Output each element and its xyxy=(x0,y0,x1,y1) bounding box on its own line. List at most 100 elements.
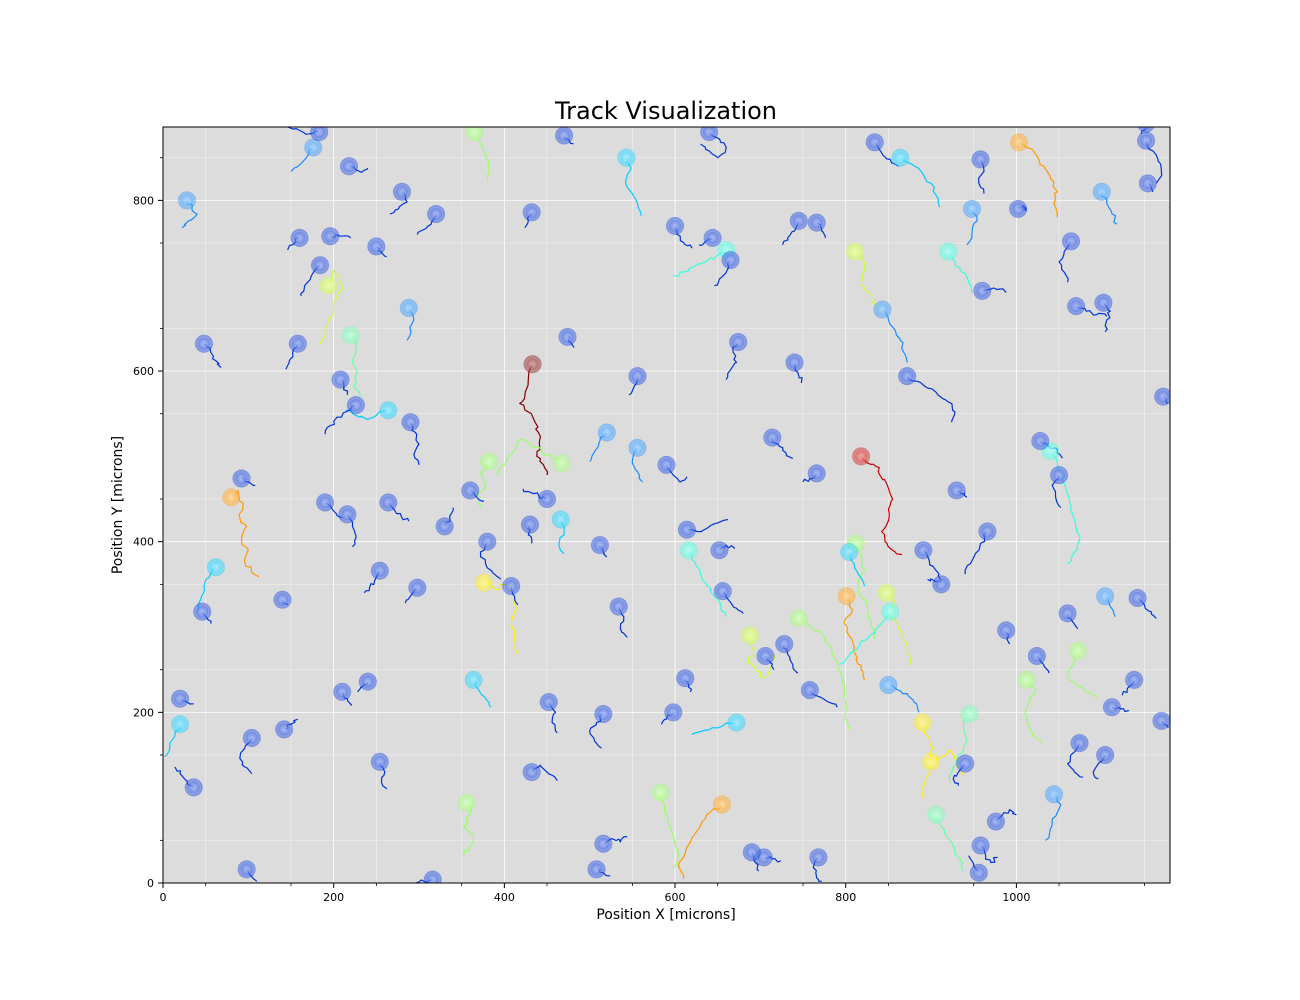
track-start-marker xyxy=(522,203,541,222)
track-start-marker xyxy=(807,213,826,232)
track-start-marker xyxy=(1096,746,1115,765)
track-start-marker xyxy=(1009,199,1028,218)
track-start-marker xyxy=(587,860,606,879)
track-start-marker xyxy=(713,582,732,601)
track-start-marker xyxy=(474,573,493,592)
x-tick-label: 1000 xyxy=(1002,891,1030,904)
track-start-marker xyxy=(1027,647,1046,666)
track-line xyxy=(843,595,866,681)
track-start-marker xyxy=(775,635,794,654)
track-start-marker xyxy=(1152,711,1170,730)
track-start-marker xyxy=(664,703,683,722)
y-tick-label: 0 xyxy=(147,877,154,890)
track-start-marker xyxy=(194,334,213,353)
track-start-marker xyxy=(461,481,480,500)
track-start-marker xyxy=(789,211,808,230)
track-line xyxy=(479,541,502,580)
track-start-marker xyxy=(290,228,309,247)
track-start-marker xyxy=(969,863,988,882)
track-start-marker xyxy=(523,355,542,374)
y-tick-label: 400 xyxy=(133,536,154,549)
track-start-marker xyxy=(333,682,352,701)
track-start-marker xyxy=(710,541,729,560)
track-start-marker xyxy=(206,558,225,577)
x-tick-label: 0 xyxy=(160,891,167,904)
track-start-marker xyxy=(237,860,256,879)
track-start-marker xyxy=(1125,670,1144,689)
track-line xyxy=(659,792,679,869)
track-start-marker xyxy=(594,705,613,724)
track-line xyxy=(624,157,642,216)
track-line xyxy=(1024,679,1043,744)
track-start-marker xyxy=(502,577,521,596)
track-start-marker xyxy=(677,520,696,539)
track-start-marker xyxy=(346,396,365,415)
track-start-marker xyxy=(891,148,910,167)
track-start-marker xyxy=(914,541,933,560)
track-start-marker xyxy=(177,191,196,210)
track-line xyxy=(948,713,970,783)
track-start-marker xyxy=(809,848,828,867)
track-start-marker xyxy=(963,199,982,218)
track-start-marker xyxy=(1128,589,1147,608)
track-start-marker xyxy=(184,778,203,797)
track-line xyxy=(688,549,727,617)
track-start-marker xyxy=(338,505,357,524)
track-start-marker xyxy=(464,670,483,689)
track-start-marker xyxy=(971,150,990,169)
track-start-marker xyxy=(367,237,386,256)
track-start-marker xyxy=(1096,587,1115,606)
grid-lines xyxy=(162,127,1170,884)
track-start-marker xyxy=(273,590,292,609)
track-start-marker xyxy=(594,834,613,853)
track-start-marker xyxy=(1050,466,1069,485)
x-tick-label: 800 xyxy=(835,891,856,904)
track-start-marker xyxy=(1068,641,1087,660)
track-line xyxy=(964,531,988,575)
track-start-marker xyxy=(401,413,420,432)
track-start-marker xyxy=(435,517,454,536)
track-start-marker xyxy=(785,353,804,372)
track-start-marker xyxy=(522,763,541,782)
track-line xyxy=(319,269,344,345)
track-start-marker xyxy=(457,793,476,812)
y-tick-label: 600 xyxy=(133,365,154,378)
track-line xyxy=(673,249,727,277)
track-start-marker xyxy=(316,493,335,512)
track-start-marker xyxy=(1067,297,1086,316)
track-start-marker xyxy=(881,602,900,621)
track-start-marker xyxy=(742,843,761,862)
track-start-marker xyxy=(370,752,389,771)
track-line xyxy=(886,592,912,665)
track-start-marker xyxy=(311,256,330,275)
track-start-marker xyxy=(865,133,884,152)
track-start-marker xyxy=(932,575,951,594)
track-line xyxy=(838,611,891,666)
track-start-marker xyxy=(978,522,997,541)
track-start-marker xyxy=(1017,670,1036,689)
track-start-marker xyxy=(922,752,941,771)
track-start-marker xyxy=(628,367,647,386)
track-line xyxy=(1067,742,1084,778)
track-start-marker xyxy=(800,681,819,700)
plot-frame xyxy=(162,126,1171,884)
track-start-marker xyxy=(763,428,782,447)
track-start-marker xyxy=(552,454,571,473)
track-start-marker xyxy=(807,464,826,483)
track-line xyxy=(519,363,549,476)
track-start-marker xyxy=(679,541,698,560)
track-start-marker xyxy=(927,805,946,824)
track-line xyxy=(1067,650,1097,698)
track-start-marker xyxy=(321,227,340,246)
track-start-marker xyxy=(956,754,975,773)
track-start-marker xyxy=(1062,232,1081,251)
track-start-marker xyxy=(551,510,570,529)
track-start-marker xyxy=(304,138,323,157)
track-line xyxy=(1018,142,1058,218)
y-axis-label: Position Y [microns] xyxy=(110,436,126,574)
track-start-marker xyxy=(275,720,294,739)
track-start-marker xyxy=(879,676,898,695)
track-start-marker xyxy=(288,334,307,353)
track-start-marker xyxy=(341,326,360,345)
